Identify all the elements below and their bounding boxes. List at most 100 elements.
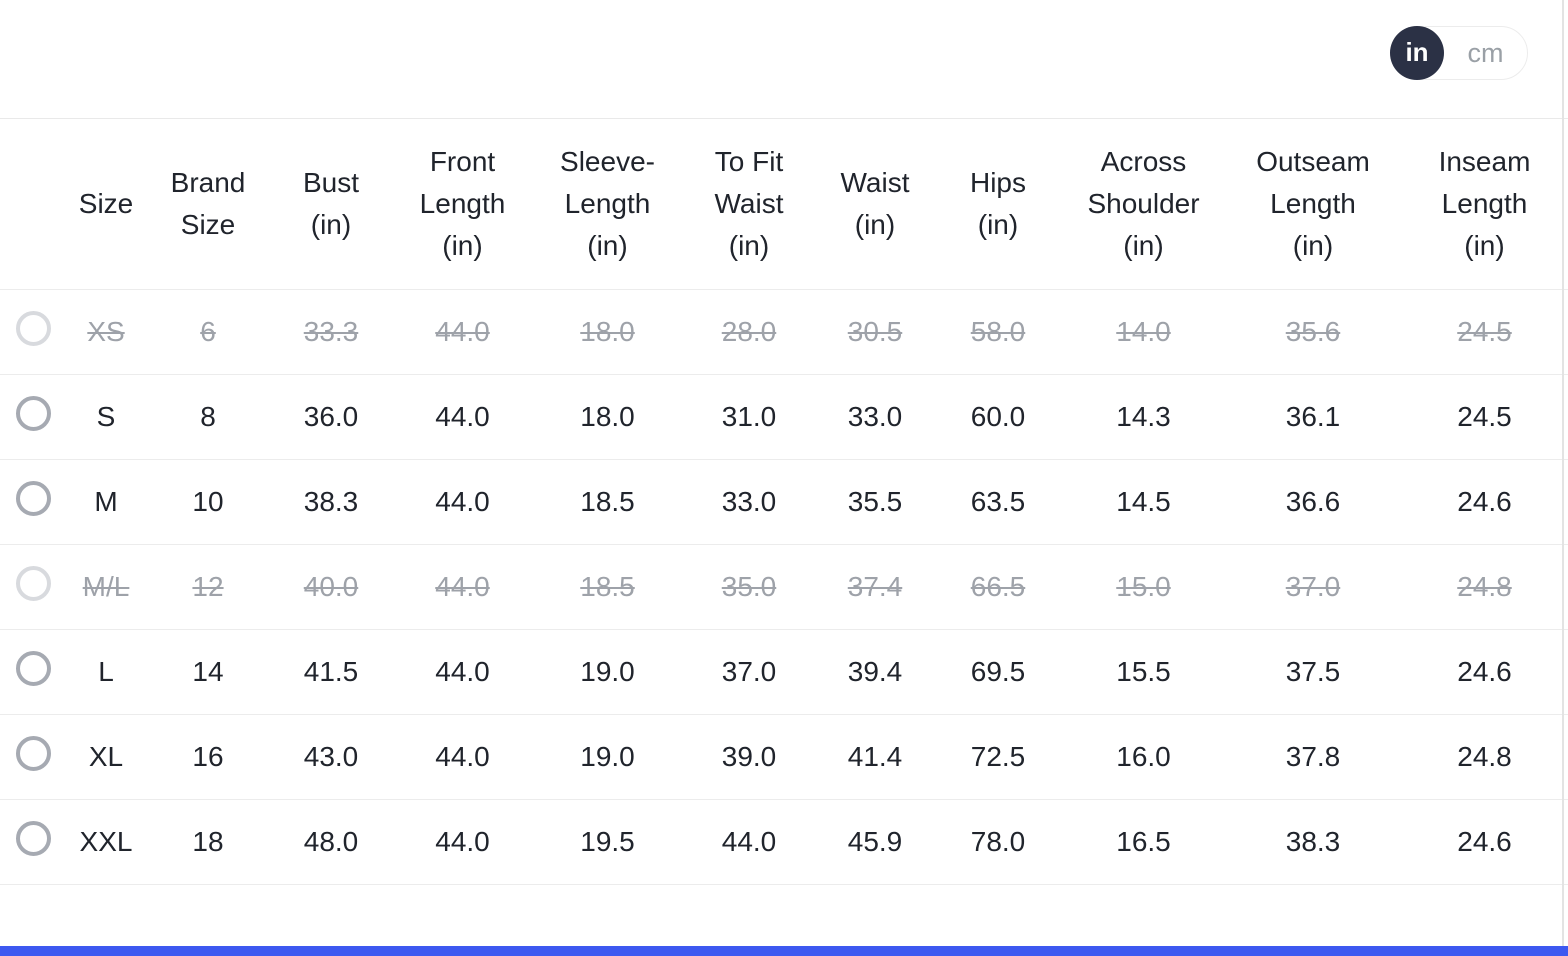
cell-inseam-length: 24.5 [1401, 374, 1568, 460]
column-header-waist: Waist (in) [816, 118, 934, 290]
cell-outseam-length: 36.6 [1225, 459, 1401, 545]
cell-sleeve-length: 18.0 [533, 374, 682, 460]
cell-hips: 63.5 [934, 459, 1062, 545]
cell-front-length: 44.0 [392, 459, 533, 545]
table-row: XS 6 33.3 44.0 18.0 28.0 30.5 58.0 14.0 … [0, 289, 1568, 375]
cell-size: M/L [66, 544, 146, 630]
size-chart-table: Size Brand Size Bust (in) Front Length (… [0, 118, 1568, 885]
table-row: M/L 12 40.0 44.0 18.5 35.0 37.4 66.5 15.… [0, 544, 1568, 630]
top-bar: in cm [0, 0, 1568, 118]
cell-to-fit-waist: 28.0 [682, 289, 816, 375]
cell-brand-size: 6 [146, 289, 270, 375]
cell-sleeve-length: 19.5 [533, 799, 682, 885]
cell-across-shoulder: 15.5 [1062, 629, 1225, 715]
radio-cell [0, 714, 66, 800]
cell-brand-size: 14 [146, 629, 270, 715]
radio-cell [0, 374, 66, 460]
cell-bust: 41.5 [270, 629, 392, 715]
cell-sleeve-length: 18.5 [533, 459, 682, 545]
cell-bust: 38.3 [270, 459, 392, 545]
cell-size: L [66, 629, 146, 715]
cell-outseam-length: 36.1 [1225, 374, 1401, 460]
radio-cell [0, 459, 66, 545]
cell-sleeve-length: 18.0 [533, 289, 682, 375]
table-row[interactable]: S 8 36.0 44.0 18.0 31.0 33.0 60.0 14.3 3… [0, 374, 1568, 460]
cell-across-shoulder: 14.3 [1062, 374, 1225, 460]
unit-cm-button[interactable]: cm [1467, 37, 1504, 68]
cell-front-length: 44.0 [392, 289, 533, 375]
cell-brand-size: 12 [146, 544, 270, 630]
size-radio-button[interactable] [15, 821, 51, 856]
cell-hips: 58.0 [934, 289, 1062, 375]
cell-front-length: 44.0 [392, 629, 533, 715]
cell-to-fit-waist: 35.0 [682, 544, 816, 630]
cell-inseam-length: 24.8 [1401, 714, 1568, 800]
radio-column-header [0, 118, 66, 290]
cell-sleeve-length: 18.5 [533, 544, 682, 630]
column-header-inseam-length: Inseam Length (in) [1401, 118, 1568, 290]
cell-sleeve-length: 19.0 [533, 629, 682, 715]
table-row[interactable]: M 10 38.3 44.0 18.5 33.0 35.5 63.5 14.5 … [0, 459, 1568, 545]
cell-across-shoulder: 14.5 [1062, 459, 1225, 545]
column-header-to-fit-waist: To Fit Waist (in) [682, 118, 816, 290]
radio-cell [0, 289, 66, 375]
cell-brand-size: 16 [146, 714, 270, 800]
table-body: XS 6 33.3 44.0 18.0 28.0 30.5 58.0 14.0 … [0, 289, 1568, 885]
column-header-brand-size: Brand Size [146, 118, 270, 290]
radio-cell [0, 799, 66, 885]
cell-size: XS [66, 289, 146, 375]
cell-front-length: 44.0 [392, 374, 533, 460]
cell-waist: 30.5 [816, 289, 934, 375]
cell-across-shoulder: 14.0 [1062, 289, 1225, 375]
unit-in-button[interactable]: in [1390, 25, 1444, 80]
column-header-outseam-length: Outseam Length (in) [1225, 118, 1401, 290]
cell-waist: 39.4 [816, 629, 934, 715]
cell-outseam-length: 37.0 [1225, 544, 1401, 630]
cell-waist: 35.5 [816, 459, 934, 545]
cell-inseam-length: 24.8 [1401, 544, 1568, 630]
cell-bust: 43.0 [270, 714, 392, 800]
cell-front-length: 44.0 [392, 799, 533, 885]
cell-outseam-length: 37.5 [1225, 629, 1401, 715]
size-radio-button[interactable] [15, 396, 51, 431]
unit-toggle[interactable]: in cm [1390, 25, 1528, 80]
size-radio-button [15, 311, 51, 346]
column-header-size: Size [66, 118, 146, 290]
cell-inseam-length: 24.6 [1401, 799, 1568, 885]
cell-waist: 45.9 [816, 799, 934, 885]
size-radio-button[interactable] [15, 481, 51, 516]
cell-size: S [66, 374, 146, 460]
cell-to-fit-waist: 31.0 [682, 374, 816, 460]
cell-size: XL [66, 714, 146, 800]
cell-hips: 66.5 [934, 544, 1062, 630]
table-row[interactable]: XL 16 43.0 44.0 19.0 39.0 41.4 72.5 16.0… [0, 714, 1568, 800]
cell-bust: 40.0 [270, 544, 392, 630]
table-row[interactable]: XXL 18 48.0 44.0 19.5 44.0 45.9 78.0 16.… [0, 799, 1568, 885]
cell-front-length: 44.0 [392, 544, 533, 630]
cell-hips: 78.0 [934, 799, 1062, 885]
cell-bust: 33.3 [270, 289, 392, 375]
size-radio-button[interactable] [15, 736, 51, 771]
cell-across-shoulder: 16.0 [1062, 714, 1225, 800]
right-edge-divider [1562, 0, 1564, 946]
cell-inseam-length: 24.6 [1401, 459, 1568, 545]
column-header-bust: Bust (in) [270, 118, 392, 290]
cell-waist: 33.0 [816, 374, 934, 460]
size-radio-button[interactable] [15, 651, 51, 686]
column-header-across-shoulder: Across Shoulder (in) [1062, 118, 1225, 290]
cell-to-fit-waist: 33.0 [682, 459, 816, 545]
cell-brand-size: 18 [146, 799, 270, 885]
cell-waist: 41.4 [816, 714, 934, 800]
cell-inseam-length: 24.6 [1401, 629, 1568, 715]
table-row[interactable]: L 14 41.5 44.0 19.0 37.0 39.4 69.5 15.5 … [0, 629, 1568, 715]
cell-to-fit-waist: 39.0 [682, 714, 816, 800]
cell-size: M [66, 459, 146, 545]
radio-cell [0, 629, 66, 715]
cell-across-shoulder: 15.0 [1062, 544, 1225, 630]
column-header-front-length: Front Length (in) [392, 118, 533, 290]
cell-sleeve-length: 19.0 [533, 714, 682, 800]
size-radio-button [15, 566, 51, 601]
cell-across-shoulder: 16.5 [1062, 799, 1225, 885]
cell-hips: 72.5 [934, 714, 1062, 800]
cell-hips: 69.5 [934, 629, 1062, 715]
